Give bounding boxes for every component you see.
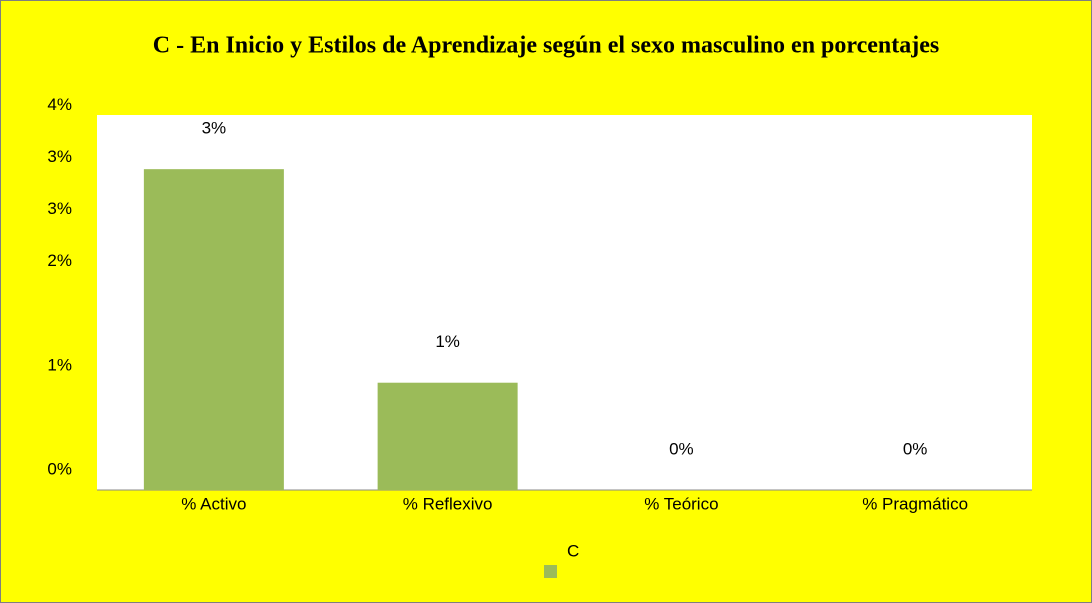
x-tick-label: % Activo bbox=[181, 494, 246, 513]
bar bbox=[377, 382, 518, 490]
data-label: 1% bbox=[435, 332, 460, 351]
y-tick-label: 2% bbox=[47, 251, 72, 270]
y-tick-label: 3% bbox=[47, 199, 72, 218]
legend-label: C bbox=[567, 541, 579, 560]
y-tick-label: 4% bbox=[47, 95, 72, 114]
chart-title: C - En Inicio y Estilos de Aprendizaje s… bbox=[153, 33, 939, 59]
y-tick-label: 1% bbox=[47, 355, 72, 374]
data-label: 0% bbox=[903, 439, 928, 458]
x-tick-label: % Pragmático bbox=[862, 494, 968, 513]
data-label: 0% bbox=[669, 439, 694, 458]
y-tick-label: 3% bbox=[47, 147, 72, 166]
y-tick-label: 0% bbox=[47, 459, 72, 478]
data-label: 3% bbox=[202, 119, 227, 138]
legend-swatch bbox=[544, 565, 557, 578]
x-tick-label: % Reflexivo bbox=[403, 494, 493, 513]
bar bbox=[143, 169, 284, 490]
x-tick-label: % Teórico bbox=[644, 494, 718, 513]
